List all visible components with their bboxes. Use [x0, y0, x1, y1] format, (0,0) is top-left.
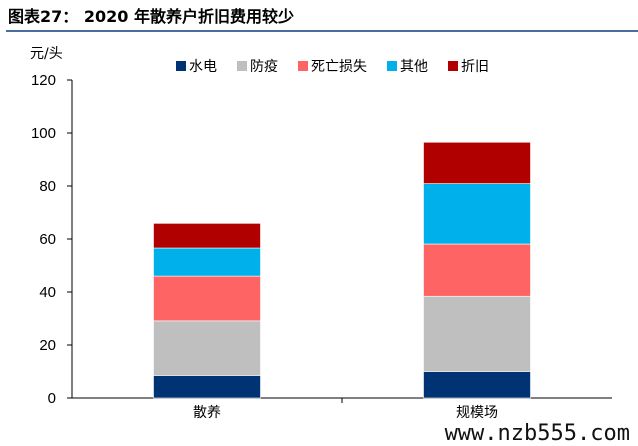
watermark: www.nzb555.com: [444, 421, 630, 446]
bar-segment-散养-折旧: [153, 223, 261, 249]
legend-swatch-防疫: [237, 61, 247, 71]
legend-swatch-其他: [387, 61, 397, 71]
y-tick-label: 40: [39, 284, 56, 301]
legend-swatch-死亡损失: [298, 61, 308, 71]
y-axis-label: 元/头: [30, 46, 63, 62]
legend-swatch-水电: [176, 61, 186, 71]
bar-segment-散养-其他: [153, 247, 261, 277]
y-tick-label: 0: [48, 390, 56, 407]
legend-swatch-折旧: [448, 61, 458, 71]
bar-segment-规模场-折旧: [423, 141, 531, 184]
legend-label: 水电: [189, 59, 217, 75]
y-tick-label: 60: [39, 231, 56, 248]
bar-segment-散养-防疫: [153, 320, 261, 376]
bar-segment-规模场-防疫: [423, 295, 531, 372]
y-tick-label: 100: [31, 125, 56, 142]
bar-segment-散养-死亡损失: [153, 275, 261, 322]
legend-label: 死亡损失: [311, 59, 367, 75]
bar-segment-规模场-死亡损失: [423, 243, 531, 297]
bar-segment-规模场-水电: [423, 371, 531, 399]
title-divider: [6, 30, 638, 32]
bar-segment-散养-水电: [153, 375, 261, 399]
legend-label: 折旧: [461, 59, 489, 75]
chart-title: 图表27： 2020 年散养户折旧费用较少: [8, 7, 294, 26]
legend-label: 其他: [400, 59, 428, 75]
legend-label: 防疫: [250, 59, 278, 75]
y-tick-label: 80: [39, 178, 56, 195]
x-tick-label: 散养: [193, 405, 221, 421]
x-tick-label: 规模场: [456, 405, 498, 421]
y-tick-label: 20: [39, 337, 56, 354]
y-tick-label: 120: [31, 72, 56, 89]
bar-segment-规模场-其他: [423, 183, 531, 245]
